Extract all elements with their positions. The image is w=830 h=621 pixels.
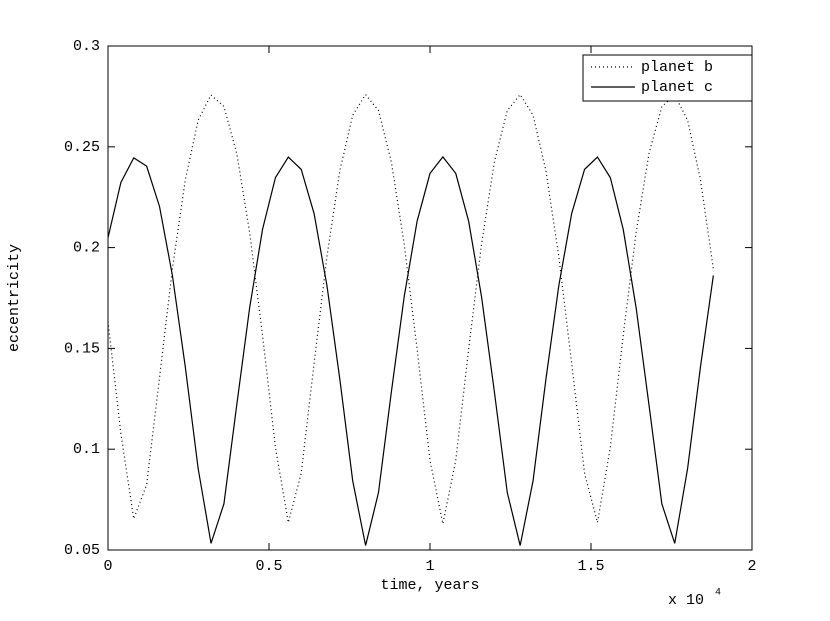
y-tick-label: 0.2 xyxy=(73,240,100,257)
x-axis-label: time, years xyxy=(380,577,479,594)
x-tick-label: 0 xyxy=(103,558,112,575)
y-tick-label: 0.15 xyxy=(64,340,100,357)
x-tick-label: 1 xyxy=(425,558,434,575)
legend-label: planet c xyxy=(641,79,713,96)
legend-label: planet b xyxy=(641,59,713,76)
y-tick-label: 0.3 xyxy=(73,38,100,55)
x-tick-label: 1.5 xyxy=(577,558,604,575)
y-axis-label: eccentricity xyxy=(6,244,23,352)
y-tick-label: 0.1 xyxy=(73,441,100,458)
legend-box xyxy=(582,54,753,102)
x-multiplier: x 10 xyxy=(668,592,704,609)
y-tick-label: 0.25 xyxy=(64,139,100,156)
x-multiplier-exponent: 4 xyxy=(715,588,721,599)
x-tick-label: 0.5 xyxy=(255,558,282,575)
x-tick-label: 2 xyxy=(747,558,756,575)
y-tick-label: 0.05 xyxy=(64,542,100,559)
